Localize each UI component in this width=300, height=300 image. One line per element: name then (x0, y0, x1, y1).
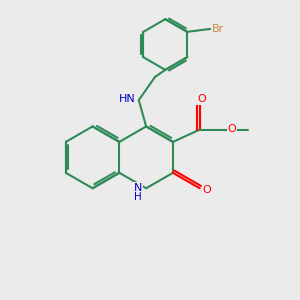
Text: O: O (197, 94, 206, 104)
Text: O: O (228, 124, 236, 134)
Text: HN: HN (119, 94, 136, 104)
Text: Br: Br (212, 24, 224, 34)
Text: H: H (134, 191, 142, 202)
Text: N: N (134, 183, 142, 193)
Text: O: O (203, 185, 212, 195)
